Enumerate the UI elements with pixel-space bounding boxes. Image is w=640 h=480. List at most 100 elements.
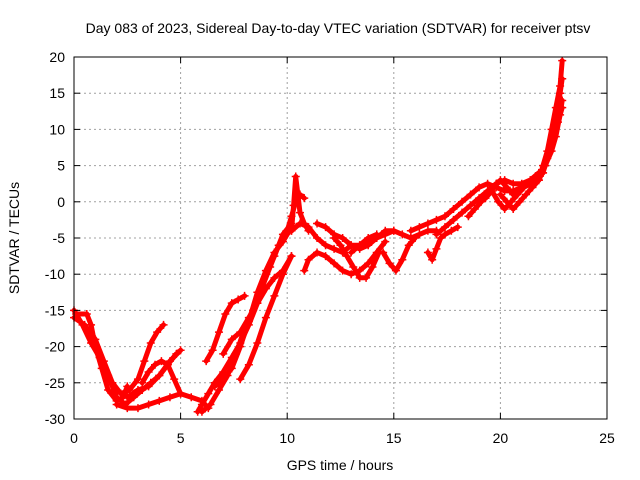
data-point-plus xyxy=(197,407,206,416)
y-tick-label: 15 xyxy=(49,85,65,101)
data-point-plus xyxy=(372,234,381,242)
y-tick-label: -5 xyxy=(53,230,66,246)
data-point-plus xyxy=(227,364,236,373)
data-point-plus xyxy=(270,273,279,282)
data-point-plus xyxy=(411,234,420,242)
data-point-plus xyxy=(558,56,567,65)
series-arc-11 xyxy=(219,252,296,358)
data-point-plus xyxy=(368,262,377,271)
data-point-plus xyxy=(447,226,456,235)
data-point-plus xyxy=(330,259,339,268)
data-point-plus xyxy=(385,259,394,268)
y-tick-label: 10 xyxy=(49,121,65,137)
data-point-plus xyxy=(381,226,390,235)
data-point-plus xyxy=(227,299,236,308)
data-point-plus xyxy=(521,190,530,199)
data-point-plus xyxy=(123,393,132,402)
data-point-plus xyxy=(253,338,262,347)
data-point-plus xyxy=(214,386,223,395)
data-point-plus xyxy=(389,226,398,235)
data-point-plus xyxy=(261,284,270,293)
data-point-plus xyxy=(466,190,475,199)
data-point-plus xyxy=(236,375,245,384)
data-point-plus xyxy=(295,219,304,228)
data-point-plus xyxy=(138,378,147,387)
data-point-plus xyxy=(406,226,415,235)
data-point-plus xyxy=(253,299,262,308)
data-point-plus xyxy=(289,201,298,210)
data-point-plus xyxy=(253,288,262,297)
data-point-plus xyxy=(539,168,548,177)
data-point-plus xyxy=(404,241,413,250)
data-point-plus xyxy=(236,342,245,351)
x-tick-label: 5 xyxy=(177,430,185,446)
data-point-plus xyxy=(313,234,322,242)
data-point-plus xyxy=(151,360,160,369)
y-tick-label: -10 xyxy=(45,266,65,282)
data-point-plus xyxy=(464,212,473,221)
y-axis-label: SDTVAR / TECUs xyxy=(6,182,22,294)
x-axis-ticks: 0 5 10 15 20 25 xyxy=(70,57,615,446)
data-point-plus xyxy=(261,266,270,275)
data-point-plus xyxy=(202,357,211,366)
data-point-plus xyxy=(415,230,424,239)
data-point-plus xyxy=(144,400,153,409)
series-arc-12 xyxy=(236,252,296,384)
data-point-plus xyxy=(176,389,185,398)
data-point-plus xyxy=(515,197,524,206)
data-point-plus xyxy=(330,234,339,242)
data-point-plus xyxy=(364,237,373,246)
data-point-plus xyxy=(170,375,179,384)
data-point-plus xyxy=(347,270,356,279)
data-point-plus xyxy=(398,230,407,239)
data-point-plus xyxy=(556,89,565,98)
data-point-plus xyxy=(509,205,518,214)
data-point-plus xyxy=(458,197,467,206)
x-tick-label: 10 xyxy=(279,430,295,446)
data-point-plus xyxy=(108,378,117,387)
data-point-plus xyxy=(440,223,449,232)
data-point-plus xyxy=(466,201,475,210)
data-point-plus xyxy=(423,248,432,257)
data-point-plus xyxy=(214,328,223,337)
data-point-plus xyxy=(82,310,91,319)
data-point-plus xyxy=(342,252,351,261)
data-series xyxy=(70,56,567,416)
series-trace xyxy=(483,170,546,212)
data-point-plus xyxy=(153,328,162,337)
data-point-plus xyxy=(440,212,449,221)
data-point-plus xyxy=(97,364,106,373)
data-point-plus xyxy=(104,386,113,395)
series-arc-9 xyxy=(202,291,249,366)
data-point-plus xyxy=(391,266,400,275)
series-arc-27 xyxy=(539,74,567,177)
data-point-plus xyxy=(330,244,339,253)
data-point-plus xyxy=(470,205,479,214)
data-point-plus xyxy=(449,215,458,224)
data-point-plus xyxy=(210,382,219,391)
data-point-plus xyxy=(236,328,245,337)
data-point-plus xyxy=(219,349,228,358)
data-point-plus xyxy=(432,244,441,253)
data-point-plus xyxy=(300,194,309,203)
data-point-plus xyxy=(221,310,230,319)
data-point-plus xyxy=(87,320,96,329)
series-trace xyxy=(380,235,418,274)
data-point-plus xyxy=(347,241,356,250)
data-point-plus xyxy=(197,400,206,409)
data-point-plus xyxy=(123,404,132,413)
data-point-plus xyxy=(364,259,373,268)
series-arc-18 xyxy=(379,234,420,275)
x-tick-label: 15 xyxy=(386,430,402,446)
data-point-plus xyxy=(336,241,345,250)
data-point-plus xyxy=(483,179,492,188)
data-point-plus xyxy=(304,223,313,232)
data-point-plus xyxy=(219,375,228,384)
data-point-plus xyxy=(355,241,364,250)
data-point-plus xyxy=(449,205,458,214)
series-arc-17 xyxy=(347,226,441,257)
data-point-plus xyxy=(234,295,243,304)
data-point-plus xyxy=(398,255,407,264)
data-point-plus xyxy=(500,205,509,214)
data-point-plus xyxy=(436,234,445,242)
